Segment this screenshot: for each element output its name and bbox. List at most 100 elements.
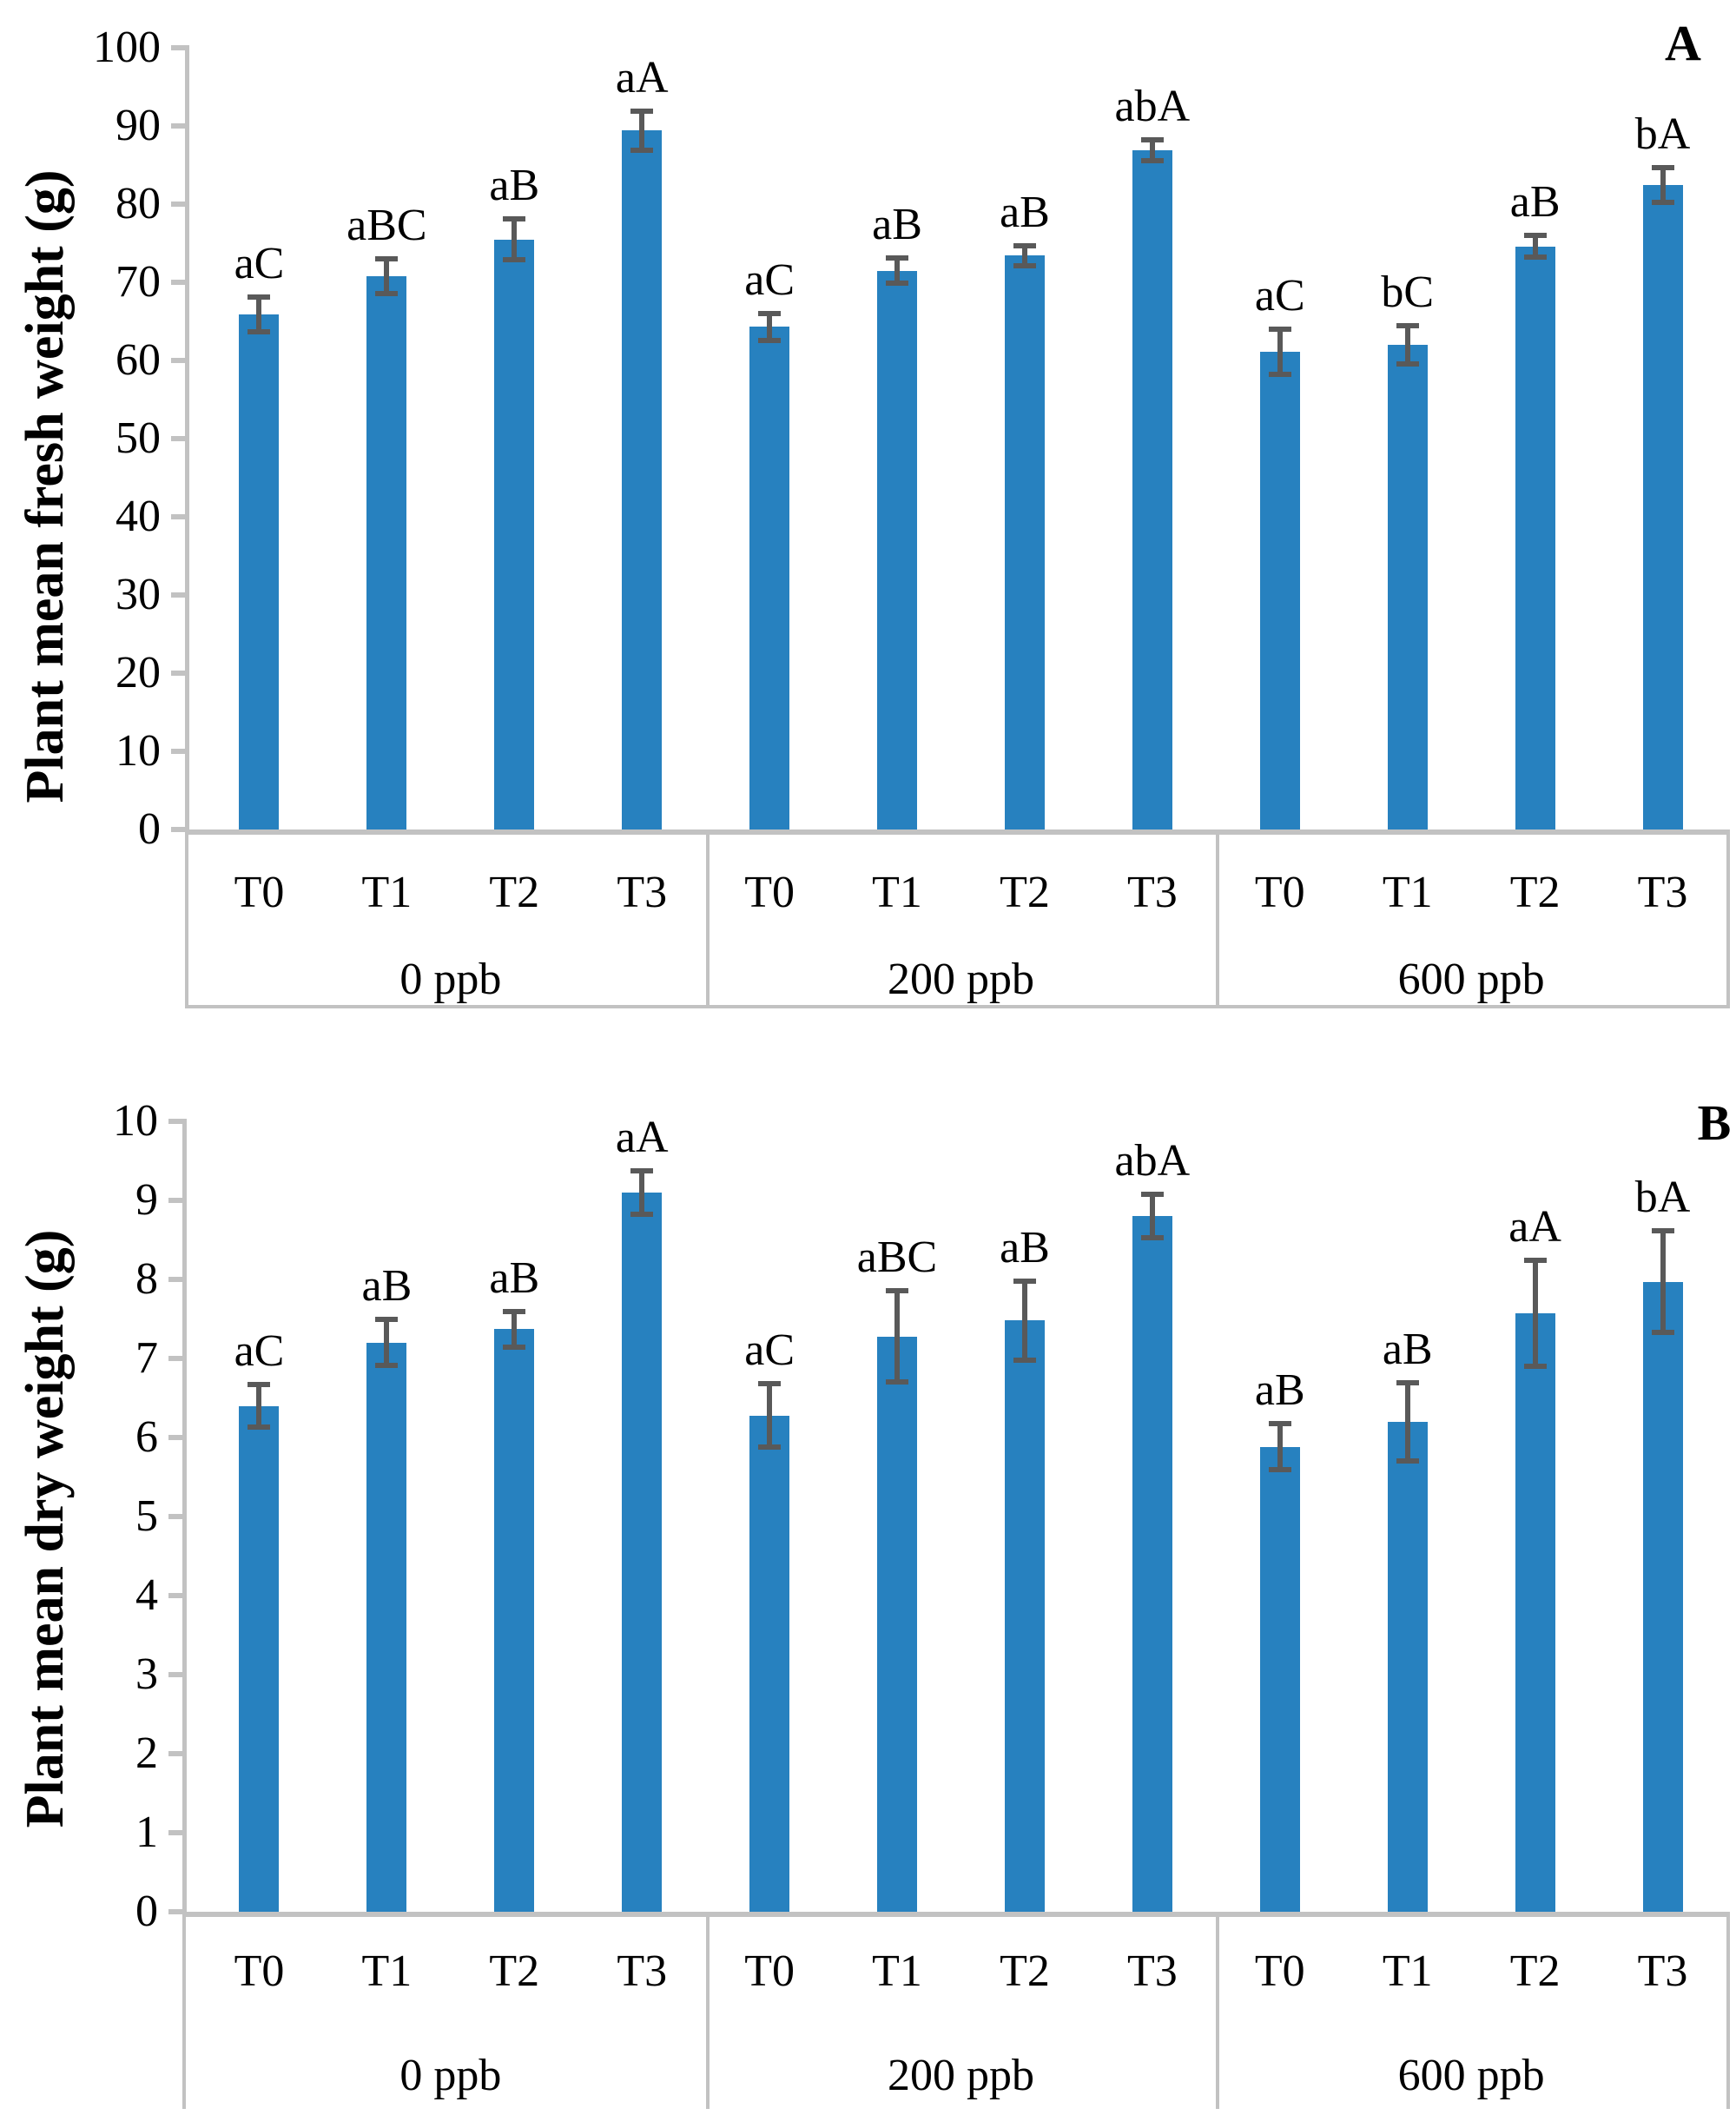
error-bar-line — [1021, 247, 1027, 265]
y-tick-mark — [168, 1277, 182, 1282]
bar — [1642, 1281, 1683, 1912]
y-tick-mark — [171, 436, 185, 441]
error-bar-top-cap — [1651, 164, 1674, 170]
group-label: 200 ppb — [888, 2051, 1034, 2100]
category-label: T2 — [489, 1946, 540, 1996]
significance-label: aB — [1000, 1222, 1050, 1272]
y-axis-line — [182, 1119, 187, 1912]
y-tick-mark — [171, 202, 185, 207]
y-tick-mark — [171, 280, 185, 285]
bar — [1515, 1313, 1555, 1912]
bar — [239, 1405, 280, 1912]
category-box-border — [1216, 1917, 1220, 2109]
category-box-border — [705, 835, 710, 1005]
error-bar-top-cap — [1396, 1380, 1419, 1386]
error-bar-line — [1277, 330, 1283, 373]
bar — [1387, 345, 1428, 829]
significance-label: aA — [1508, 1201, 1561, 1252]
category-label: T0 — [234, 1946, 285, 1996]
error-bar-line — [1660, 1233, 1666, 1332]
significance-label: aB — [489, 1253, 540, 1304]
error-bar-bottom-cap — [1523, 1364, 1547, 1370]
error-bar-bottom-cap — [630, 1211, 654, 1217]
y-tick-label: 1 — [135, 1808, 158, 1857]
category-label: T1 — [872, 868, 922, 917]
significance-label: bA — [1634, 1173, 1691, 1223]
y-tick-label: 100 — [93, 23, 161, 72]
error-bar-line — [1532, 1261, 1538, 1365]
x-axis-line — [185, 829, 1730, 835]
error-bar-top-cap — [503, 215, 526, 221]
significance-label: aB — [1254, 1365, 1305, 1416]
significance-label: aB — [489, 160, 540, 210]
category-label: T2 — [1000, 1946, 1050, 1996]
category-box-bottom-border — [185, 1005, 1730, 1008]
error-bar-line — [1404, 1385, 1410, 1459]
y-tick-label: 50 — [116, 413, 161, 463]
bar — [1259, 1446, 1300, 1912]
category-box-border — [705, 1917, 710, 2109]
error-bar-line — [256, 1385, 262, 1426]
error-bar-bottom-cap — [503, 257, 526, 263]
significance-label: aC — [744, 1325, 795, 1375]
y-tick-mark — [171, 514, 185, 519]
bar — [239, 314, 280, 829]
y-tick-label: 40 — [116, 492, 161, 541]
group-label: 200 ppb — [888, 955, 1034, 1004]
error-bar-line — [1149, 142, 1155, 159]
error-bar-line — [1277, 1425, 1283, 1469]
error-bar-bottom-cap — [1268, 1467, 1291, 1473]
y-tick-label: 80 — [116, 179, 161, 228]
error-bar-line — [1660, 169, 1666, 201]
y-tick-mark — [168, 1830, 182, 1835]
bar — [494, 239, 535, 829]
group-label: 600 ppb — [1397, 955, 1545, 1004]
significance-label: aB — [872, 199, 922, 249]
significance-label: abA — [1114, 1136, 1191, 1186]
error-bar-bottom-cap — [1396, 360, 1419, 367]
y-tick-label: 30 — [116, 570, 161, 619]
error-bar-line — [384, 260, 390, 292]
category-label: T0 — [1254, 868, 1305, 917]
y-tick-label: 60 — [116, 335, 161, 385]
category-label: T3 — [1126, 868, 1178, 917]
y-tick-mark — [168, 1119, 182, 1124]
x-axis-line — [182, 1912, 1730, 1917]
bar — [366, 1342, 407, 1912]
y-tick-label: 9 — [135, 1175, 158, 1225]
y-tick-label: 5 — [135, 1491, 158, 1541]
bar — [1132, 1216, 1172, 1912]
significance-label: aA — [615, 1113, 669, 1163]
error-bar-bottom-cap — [758, 337, 782, 343]
y-tick-mark — [168, 1672, 182, 1677]
error-bar-top-cap — [1651, 1228, 1674, 1234]
y-tick-label: 0 — [135, 1887, 158, 1936]
category-box-border — [1726, 1917, 1730, 2109]
error-bar-bottom-cap — [886, 1378, 909, 1385]
y-tick-mark — [168, 1435, 182, 1440]
error-bar-top-cap — [1523, 1257, 1547, 1263]
error-bar-line — [1404, 327, 1410, 362]
bar — [877, 1336, 918, 1912]
error-bar-line — [256, 298, 262, 330]
y-tick-label: 2 — [135, 1728, 158, 1778]
error-bar-top-cap — [1140, 137, 1164, 142]
error-bar-bottom-cap — [248, 328, 271, 334]
y-tick-mark — [171, 123, 185, 129]
y-tick-mark — [171, 749, 185, 754]
category-label: T2 — [489, 868, 540, 917]
significance-label: aC — [744, 254, 795, 305]
error-bar-bottom-cap — [375, 290, 399, 296]
error-bar-bottom-cap — [1140, 1234, 1164, 1240]
significance-label: bC — [1381, 268, 1435, 318]
significance-label: aBC — [856, 1233, 938, 1283]
error-bar-line — [894, 259, 901, 282]
significance-label: aBC — [347, 200, 427, 250]
bar — [749, 327, 790, 829]
category-label: T3 — [1126, 1946, 1178, 1996]
error-bar-top-cap — [886, 254, 909, 261]
error-bar-bottom-cap — [1268, 372, 1291, 378]
bar — [1004, 255, 1045, 829]
error-bar-line — [1532, 236, 1538, 256]
